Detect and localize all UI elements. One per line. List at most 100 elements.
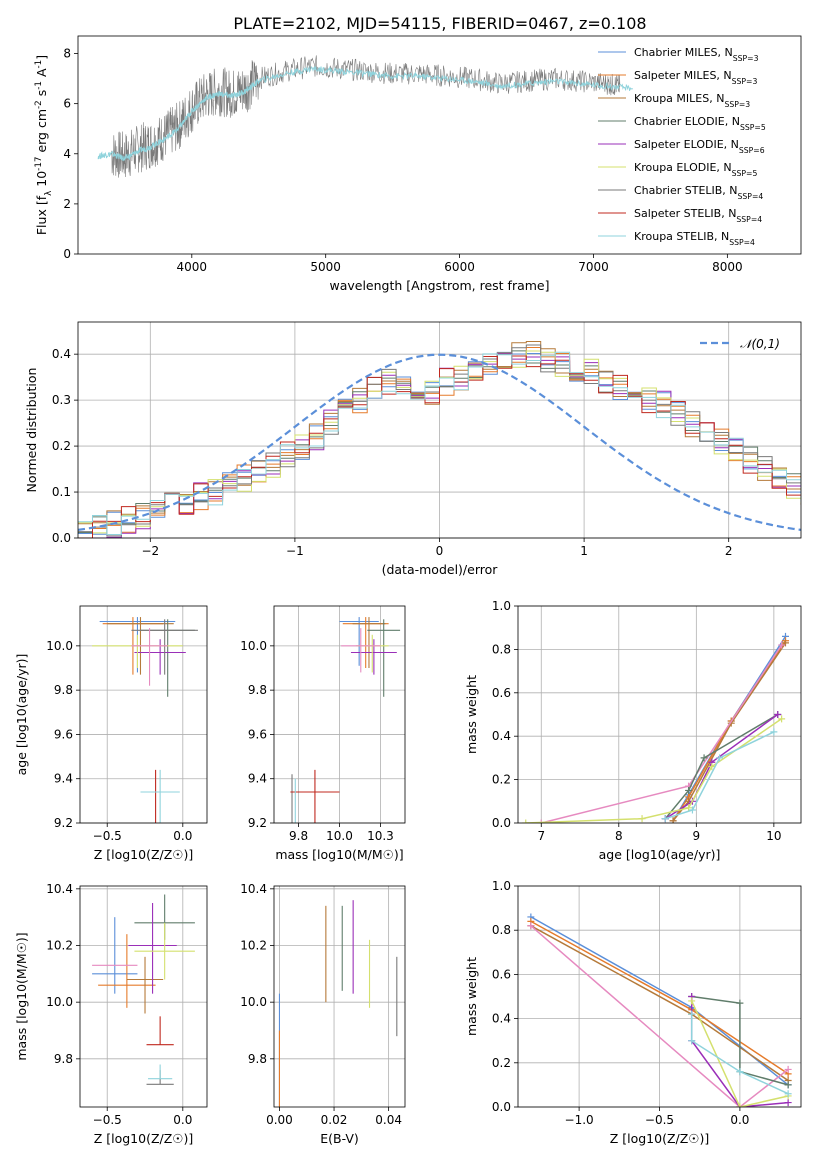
x-axis-label: wavelength [Angstrom, rest frame] <box>329 278 549 293</box>
legend-entry: Kroupa MILES, NSSP=3 <box>634 92 750 109</box>
y-tick-label: 10.4 <box>46 882 73 896</box>
x-axis-label: E(B-V) <box>320 1131 359 1146</box>
x-tick-label: 2 <box>725 544 733 558</box>
y-tick-label: 0.0 <box>52 531 71 545</box>
legend: 𝒩(0,1) <box>700 337 780 351</box>
weight-marker <box>688 806 696 814</box>
y-tick-label: 0.4 <box>492 729 511 743</box>
weight-marker <box>784 1065 792 1073</box>
x-tick-label: 10 <box>766 829 781 843</box>
legend-entry: Kroupa ELODIE, NSSP=5 <box>634 161 757 178</box>
histogram-step <box>78 351 801 535</box>
weight-marker <box>700 754 708 762</box>
weight-marker <box>537 819 545 823</box>
x-tick-label: −0.5 <box>93 1113 122 1127</box>
panel-age-vs-Z: −0.5 0.0 9.2 9.4 9.6 9.8 10.0 Z [log10(Z/Z☉)] ag… <box>14 605 208 862</box>
x-tick-label: −0.5 <box>93 829 122 843</box>
weight-line <box>691 995 789 1086</box>
y-tick-label: 10.4 <box>240 882 267 896</box>
panel-weight-vs-age: 7 8 9 10 0.0 0.2 0.4 0.6 0.8 1.0 age [log10(age/yr… <box>464 599 802 862</box>
y-axis-label: mass weight <box>464 957 479 1036</box>
y-axis-label: Flux [fλ 10-17 erg cm-2 s-1 A-1] <box>34 55 54 235</box>
x-tick-label: 6000 <box>444 260 475 274</box>
y-tick-label: 0 <box>63 247 71 261</box>
x-tick-label: 8 <box>615 829 623 843</box>
x-tick-label: 0.0 <box>173 829 192 843</box>
y-tick-label: 6 <box>63 97 71 111</box>
legend-entry: Chabrier ELODIE, NSSP=5 <box>634 115 766 132</box>
weight-marker <box>736 1103 744 1107</box>
x-tick-label: 9 <box>693 829 701 843</box>
weight-marker <box>688 1037 696 1045</box>
weight-marker <box>638 815 646 823</box>
axes-frame <box>79 605 208 824</box>
axes-frame <box>77 35 802 255</box>
weight-line <box>690 1014 789 1095</box>
weight-marker <box>522 819 530 823</box>
x-tick-label: 8000 <box>712 260 743 274</box>
normal-curve <box>78 353 801 531</box>
x-axis-label: Z [log10(Z/Z☉)] <box>610 1131 710 1146</box>
figure-title: PLATE=2102, MJD=54115, FIBERID=0467, z=0… <box>233 14 646 33</box>
weight-marker <box>685 786 693 794</box>
spectrum-series <box>97 65 634 162</box>
weight-marker <box>708 763 716 771</box>
weight-marker <box>784 1099 792 1107</box>
plot-panels: 4000 5000 6000 7000 8000 0 2 4 6 8 wavelength [Ang… <box>14 35 802 1146</box>
weight-marker <box>770 728 778 736</box>
weight-marker <box>736 999 744 1007</box>
y-axis-label: mass [log10(M/M☉)] <box>14 932 29 1060</box>
x-axis-label: mass [log10(M/M☉)] <box>275 847 403 862</box>
y-tick-label: 10.2 <box>240 939 267 953</box>
weight-line <box>530 925 789 1107</box>
y-axis-label: mass weight <box>464 675 479 754</box>
weight-marker <box>716 754 724 762</box>
legend-entry: Kroupa STELIB, NSSP=4 <box>634 230 755 247</box>
y-tick-label: 4 <box>63 147 71 161</box>
weight-marker <box>736 1068 744 1076</box>
y-axis-label: age [log10(age/yr)] <box>14 654 29 776</box>
y-tick-label: 8 <box>63 47 71 61</box>
y-tick-label: 10.0 <box>46 639 73 653</box>
histogram-step <box>78 351 801 535</box>
histogram-step <box>78 355 801 538</box>
weight-marker <box>778 715 786 723</box>
legend-entry: Salpeter ELODIE, NSSP=6 <box>634 138 765 155</box>
y-tick-label: 0.2 <box>492 1056 511 1070</box>
x-tick-label: 0.04 <box>375 1113 402 1127</box>
y-tick-label: 9.4 <box>248 772 267 786</box>
weight-line <box>664 713 779 820</box>
x-axis-label: Z [log10(Z/Z☉)] <box>94 847 194 862</box>
weight-marker <box>661 815 669 823</box>
x-tick-label: 0.00 <box>266 1113 293 1127</box>
y-tick-label: 0.1 <box>52 485 71 499</box>
weight-line <box>691 1000 789 1107</box>
plot-area <box>97 55 634 178</box>
panel-mass-vs-EBV: 0.00 0.02 0.04 9.8 10.0 10.2 10.4 E(B-V) <box>240 882 406 1146</box>
y-tick-label: 9.6 <box>54 727 73 741</box>
y-tick-label: 0.3 <box>52 393 71 407</box>
y-tick-label: 0.2 <box>492 773 511 787</box>
weight-marker <box>784 1081 792 1089</box>
axes-frame <box>79 885 208 1108</box>
weight-marker <box>669 817 677 823</box>
x-tick-label: 4000 <box>177 260 208 274</box>
y-tick-label: 9.6 <box>248 727 267 741</box>
panel-mass-vs-Z: −0.5 0.0 9.8 10.0 10.2 10.4 Z [log10(Z/Z☉)] mas… <box>14 882 208 1146</box>
y-tick-label: 10.0 <box>46 995 73 1009</box>
y-tick-label: 1.0 <box>492 599 511 613</box>
plot-area <box>527 913 792 1107</box>
weight-line <box>664 713 779 820</box>
panel-spectrum: 4000 5000 6000 7000 8000 0 2 4 6 8 wavelength [Ang… <box>34 35 802 293</box>
x-tick-label: −1 <box>286 544 304 558</box>
x-tick-label: −0.5 <box>645 1113 674 1127</box>
y-tick-label: 9.8 <box>248 683 267 697</box>
x-axis-label: age [log10(age/yr)] <box>599 847 721 862</box>
histogram-step <box>78 347 801 538</box>
axes-frame <box>517 605 802 824</box>
legend-entry: 𝒩(0,1) <box>740 337 780 351</box>
weight-marker <box>527 922 535 930</box>
x-tick-label: 0 <box>436 544 444 558</box>
legend-entry: Salpeter MILES, NSSP=3 <box>634 69 757 86</box>
